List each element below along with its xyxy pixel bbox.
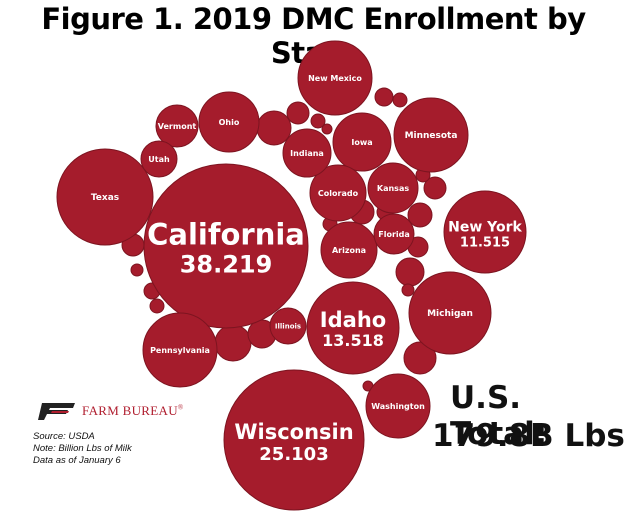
bubble-minnesota [393, 97, 469, 173]
date-note: Data as of January 6 [33, 455, 121, 466]
bubble-label-illinois: Illinois [275, 322, 301, 330]
bubble-label-pennsylvania: Pennsylvania [150, 346, 210, 355]
bubble-ohio [198, 91, 260, 153]
bubble-unlabeled-14 [149, 298, 165, 314]
bubble-colorado [309, 164, 367, 222]
bubble-value-california: 38.219 [180, 251, 273, 279]
bubble-label-idaho: Idaho [320, 308, 386, 332]
bubble-utah [140, 140, 178, 178]
bubble-arizona [320, 221, 378, 279]
farm-bureau-logo-text: FARM BUREAU® [82, 403, 184, 418]
bubble-florida [373, 213, 415, 255]
bubble-kansas [367, 162, 419, 214]
bubble-label-new-york: New York [448, 219, 522, 235]
us-total-value: 179.8B Lbs [432, 418, 625, 454]
bubble-unlabeled-4 [374, 87, 394, 107]
bubble-unlabeled-12 [130, 263, 144, 277]
bubble-label-iowa: Iowa [351, 138, 372, 147]
unit-note: Note: Billion Lbs of Milk [33, 443, 132, 454]
bubble-unlabeled-1 [286, 101, 310, 125]
bubble-label-colorado: Colorado [318, 189, 359, 198]
bubble-texas [56, 148, 154, 246]
us-total-label: U.S. Total: [450, 380, 548, 452]
bubble-unlabeled-0 [256, 110, 292, 146]
bubble-idaho [306, 281, 400, 375]
bubble-label-washington: Washington [371, 402, 425, 411]
source-note: Source: USDA [33, 431, 95, 442]
bubble-label-ohio: Ohio [219, 118, 240, 127]
bubble-illinois [269, 307, 307, 345]
bubble-label-new-mexico: New Mexico [308, 74, 362, 83]
bubble-unlabeled-15 [214, 324, 252, 362]
bubble-label-california: California [147, 218, 305, 252]
bubble-value-new-york: 11.515 [460, 235, 510, 250]
farm-bureau-logo-icon [38, 403, 75, 420]
bubble-new-york [443, 190, 527, 274]
chart-notes: Source: USDA Note: Billion Lbs of Milk D… [33, 431, 132, 467]
bubble-label-vermont: Vermont [158, 122, 197, 131]
bubble-unlabeled-2 [310, 113, 326, 129]
bubble-label-wisconsin: Wisconsin [234, 420, 353, 444]
bubble-new-mexico [297, 40, 373, 116]
bubble-unlabeled-23 [401, 283, 415, 297]
bubble-vermont [155, 104, 199, 148]
farm-bureau-logo: FARM BUREAU® [38, 401, 184, 421]
bubble-label-minnesota: Minnesota [405, 131, 458, 141]
bubble-unlabeled-8 [395, 257, 425, 287]
bubble-unlabeled-9 [423, 176, 447, 200]
bubble-michigan [408, 271, 492, 355]
bubble-indiana [282, 128, 332, 178]
bubble-label-utah: Utah [148, 155, 170, 164]
bubble-label-michigan: Michigan [427, 309, 473, 319]
bubble-iowa [332, 112, 392, 172]
bubble-label-florida: Florida [378, 230, 410, 239]
bubble-value-idaho: 13.518 [322, 331, 384, 350]
bubble-unlabeled-5 [392, 92, 408, 108]
bubble-label-kansas: Kansas [377, 184, 409, 193]
bubble-unlabeled-20 [403, 341, 437, 375]
bubble-washington [365, 373, 431, 439]
bubble-label-texas: Texas [91, 193, 119, 203]
bubble-california [143, 163, 309, 329]
bubble-value-wisconsin: 25.103 [259, 444, 328, 465]
bubble-unlabeled-3 [321, 123, 333, 135]
bubble-label-indiana: Indiana [290, 149, 324, 158]
bubble-label-arizona: Arizona [332, 246, 366, 255]
bubble-pennsylvania [142, 312, 218, 388]
bubble-unlabeled-6 [407, 202, 433, 228]
bubble-wisconsin [223, 369, 365, 511]
